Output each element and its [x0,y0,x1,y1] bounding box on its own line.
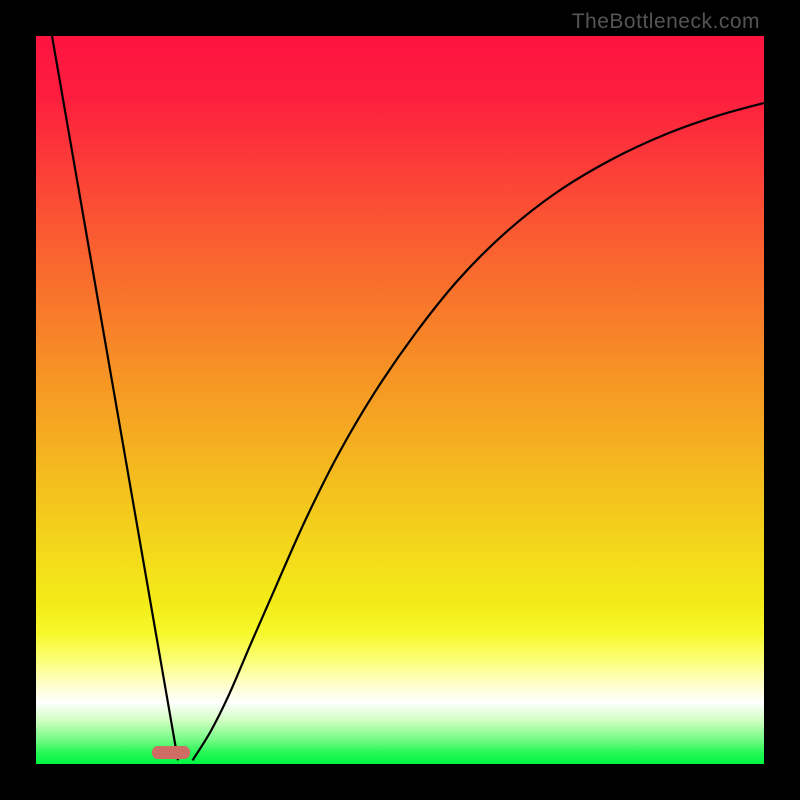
bottleneck-curve [36,36,764,764]
watermark-text: TheBottleneck.com [572,10,760,34]
chart-container: TheBottleneck.com [0,0,800,800]
chart-plot-area [36,36,764,764]
marker-pill [152,746,190,759]
